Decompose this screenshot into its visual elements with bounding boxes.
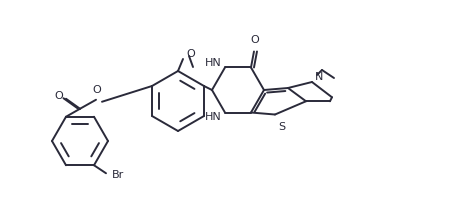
Text: O: O [55, 91, 63, 101]
Text: O: O [93, 85, 101, 95]
Text: O: O [251, 35, 259, 46]
Text: HN: HN [205, 58, 222, 69]
Text: O: O [186, 49, 195, 59]
Text: N: N [315, 72, 323, 82]
Text: S: S [278, 122, 285, 132]
Text: Br: Br [112, 170, 124, 180]
Text: HN: HN [205, 111, 222, 122]
